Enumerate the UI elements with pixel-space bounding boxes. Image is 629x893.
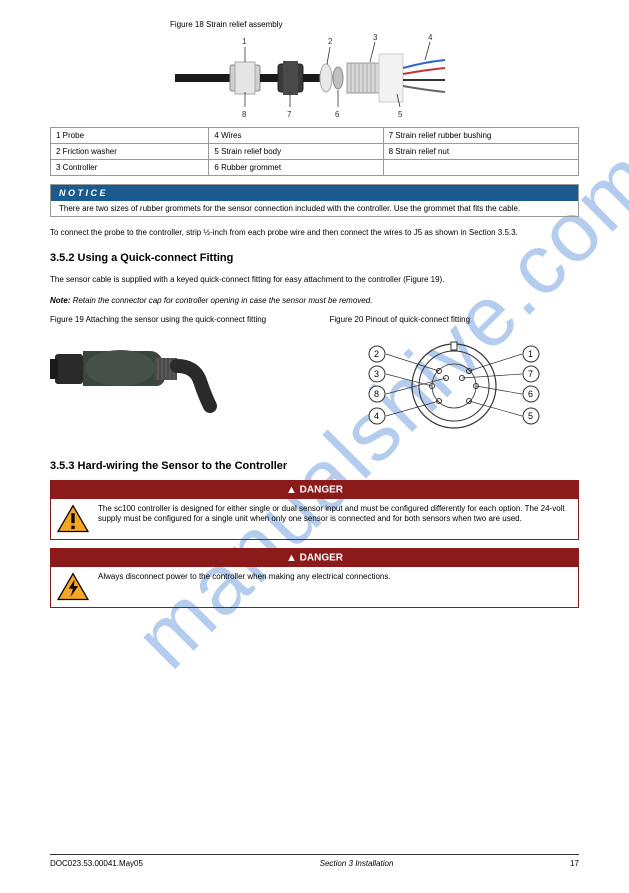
legend-cell: 2 Friction washer	[51, 144, 209, 160]
table-row: 2 Friction washer 5 Strain relief body 8…	[51, 144, 579, 160]
svg-text:3: 3	[373, 33, 378, 42]
intro-paragraph: To connect the probe to the controller, …	[50, 227, 579, 238]
page-content: Figure 18 Strain relief assembly	[0, 0, 629, 638]
legend-cell: 5 Strain relief body	[209, 144, 383, 160]
notice-body: There are two sizes of rubber grommets f…	[51, 201, 578, 216]
warning-triangle-icon: ▲	[286, 484, 297, 496]
pinout-diagram: 1 7 6 5 2 3 8 4	[354, 326, 554, 446]
svg-text:8: 8	[242, 110, 247, 119]
svg-text:2: 2	[328, 37, 333, 46]
svg-text:6: 6	[528, 389, 533, 399]
danger-box-1: ▲ DANGER The sc100 controller is designe…	[50, 480, 579, 540]
figure-18-area: Figure 18 Strain relief assembly	[50, 20, 579, 122]
svg-text:4: 4	[428, 33, 433, 42]
legend-cell: 8 Strain relief nut	[383, 144, 578, 160]
svg-text:5: 5	[528, 411, 533, 421]
danger-body: The sc100 controller is designed for eit…	[51, 499, 578, 539]
svg-text:3: 3	[374, 369, 379, 379]
danger-text: The sc100 controller is designed for eit…	[98, 504, 573, 525]
table-row: 1 Probe 4 Wires 7 Strain relief rubber b…	[51, 128, 579, 144]
danger-header: ▲ DANGER	[51, 481, 578, 499]
legend-table: 1 Probe 4 Wires 7 Strain relief rubber b…	[50, 127, 579, 176]
danger-text: Always disconnect power to the controlle…	[98, 572, 391, 582]
legend-cell: 4 Wires	[209, 128, 383, 144]
svg-text:1: 1	[242, 37, 247, 46]
figure-19-col: Figure 19 Attaching the sensor using the…	[50, 315, 300, 446]
legend-cell: 3 Controller	[51, 160, 209, 176]
danger-body: Always disconnect power to the controlle…	[51, 567, 578, 607]
electric-hazard-icon	[56, 572, 90, 602]
section-352-para: The sensor cable is supplied with a keye…	[50, 274, 579, 285]
figure-row: Figure 19 Attaching the sensor using the…	[50, 315, 579, 446]
footer-center: Section 3 Installation	[143, 859, 570, 868]
svg-text:2: 2	[374, 349, 379, 359]
note-label: Note:	[50, 296, 70, 305]
warning-triangle-icon: ▲	[286, 552, 297, 564]
footer-page-number: 17	[570, 859, 579, 868]
section-353-heading: 3.5.3 Hard-wiring the Sensor to the Cont…	[50, 460, 579, 472]
legend-cell: 7 Strain relief rubber bushing	[383, 128, 578, 144]
legend-cell	[383, 160, 578, 176]
table-row: 3 Controller 6 Rubber grommet	[51, 160, 579, 176]
svg-text:8: 8	[374, 389, 379, 399]
svg-text:4: 4	[374, 411, 379, 421]
page-footer: DOC023.53.00041.May05 Section 3 Installa…	[50, 854, 579, 868]
strain-relief-diagram: 1 2 3 4 5 6 7 8	[175, 32, 455, 122]
legend-cell: 6 Rubber grommet	[209, 160, 383, 176]
svg-text:7: 7	[287, 110, 292, 119]
danger-box-2: ▲ DANGER Always disconnect power to the …	[50, 548, 579, 608]
danger-header: ▲ DANGER	[51, 549, 578, 567]
figure-20-col: Figure 20 Pinout of quick-connect fittin…	[330, 315, 580, 446]
note-text: Retain the connector cap for controller …	[73, 296, 373, 305]
svg-text:6: 6	[335, 110, 340, 119]
svg-text:7: 7	[528, 369, 533, 379]
notice-box: N O T I C E There are two sizes of rubbe…	[50, 184, 579, 217]
section-352-heading: 3.5.2 Using a Quick-connect Fitting	[50, 252, 579, 264]
figure-18-caption: Figure 18 Strain relief assembly	[170, 20, 579, 29]
section-352-note: Note: Retain the connector cap for contr…	[50, 295, 579, 306]
svg-text:1: 1	[528, 349, 533, 359]
figure-20-caption: Figure 20 Pinout of quick-connect fittin…	[330, 315, 580, 324]
connector-diagram	[50, 326, 250, 416]
danger-label: DANGER	[300, 484, 343, 495]
figure-19-caption: Figure 19 Attaching the sensor using the…	[50, 315, 300, 324]
svg-text:5: 5	[398, 110, 403, 119]
notice-header: N O T I C E	[51, 185, 578, 201]
legend-cell: 1 Probe	[51, 128, 209, 144]
danger-label: DANGER	[300, 552, 343, 563]
footer-left: DOC023.53.00041.May05	[50, 859, 143, 868]
exclamation-hazard-icon	[56, 504, 90, 534]
